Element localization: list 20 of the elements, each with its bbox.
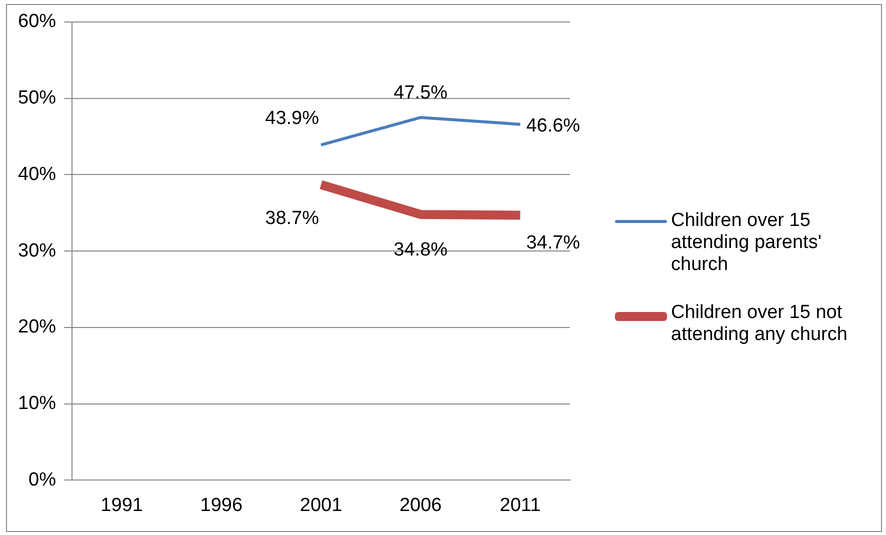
y-tick-label: 10%: [18, 393, 56, 414]
data-label: 34.7%: [526, 232, 580, 254]
data-label: 34.8%: [394, 240, 448, 261]
y-tick-label: 0%: [28, 469, 56, 490]
y-tick-label: 60%: [18, 11, 56, 32]
legend-label: Children over 15 attending parents' church: [671, 210, 822, 276]
data-label: 47.5%: [394, 82, 448, 104]
data-label: 46.6%: [526, 116, 580, 137]
legend-label: Children over 15 not attending any church: [671, 302, 848, 346]
x-tick-label: 1991: [100, 494, 143, 516]
data-label: 43.9%: [265, 108, 320, 130]
x-tick-label: 2006: [399, 494, 442, 516]
x-tick-label: 1996: [200, 494, 243, 516]
x-tick-label: 2011: [500, 494, 541, 516]
y-tick-label: 20%: [18, 316, 56, 338]
y-tick-label: 30%: [18, 240, 56, 262]
x-tick-label: 2001: [300, 494, 342, 516]
y-tick-label: 50%: [18, 88, 56, 109]
y-tick-label: 40%: [18, 164, 56, 185]
data-label: 38.7%: [265, 208, 320, 229]
